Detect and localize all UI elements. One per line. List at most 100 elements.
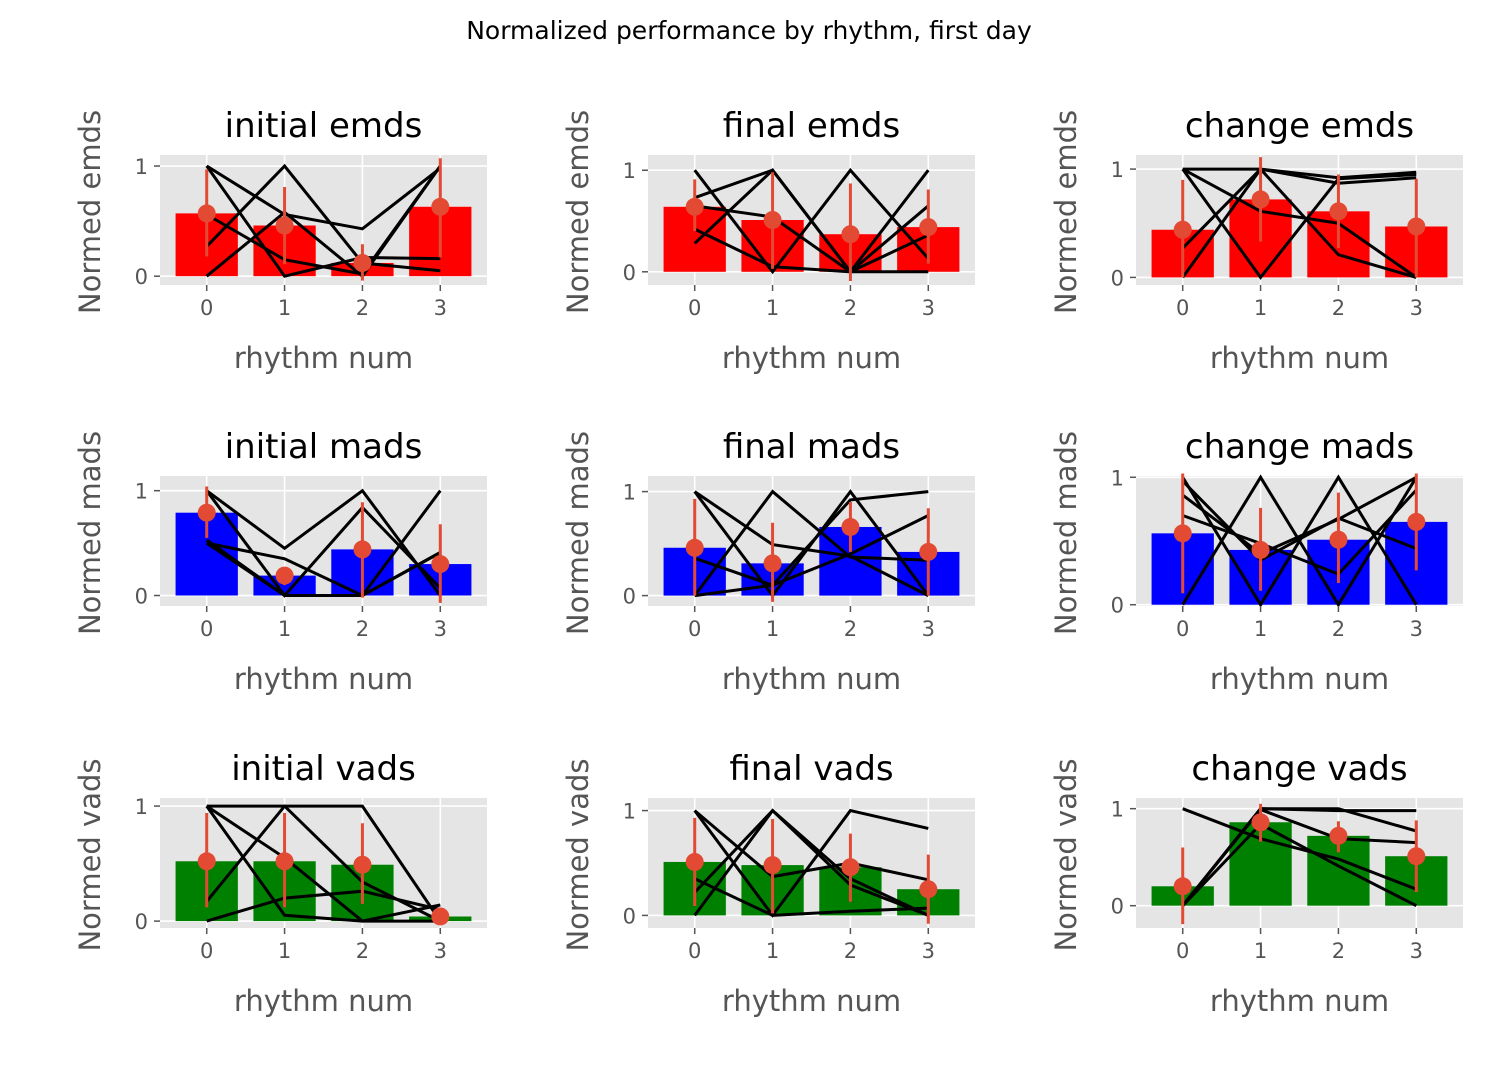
mean-point (841, 225, 860, 244)
mean-point (197, 204, 216, 223)
subject-line (693, 489, 929, 597)
chart-panel: 0 1 2 3 0 1 initial mads rhythm num Normed mads (73, 427, 487, 696)
chart-panel: 0 1 2 3 0 1 final vads rhythm num Normed vads (561, 749, 975, 1018)
subject-line (205, 165, 442, 279)
chart-title: initial mads (225, 427, 423, 467)
y-tick-label: 1 (623, 159, 636, 183)
x-tick-label: 2 (844, 617, 857, 641)
chart-title: change mads (1185, 427, 1414, 467)
x-tick-label: 3 (922, 939, 935, 963)
subject-line (1181, 822, 1417, 908)
mean-point (919, 218, 938, 237)
x-tick-label: 1 (278, 617, 291, 641)
mean-point (1173, 877, 1192, 896)
x-tick-label: 1 (766, 617, 779, 641)
subject-line (1181, 480, 1417, 562)
y-tick-label: 0 (623, 904, 636, 928)
mean-point (275, 216, 294, 235)
x-axis-label: rhythm num (234, 984, 413, 1018)
bar (253, 575, 316, 596)
subject-line (693, 808, 929, 917)
x-tick-label: 0 (688, 617, 701, 641)
y-tick-label: 0 (135, 265, 148, 289)
y-axis-label: Normed emds (73, 110, 107, 314)
mean-point (1173, 220, 1192, 239)
subject-line (1181, 475, 1418, 556)
subject-line (1181, 166, 1417, 279)
chart-panel: 0 1 2 3 0 1 change mads rhythm num Normed mads (1049, 427, 1463, 696)
chart-title: final vads (729, 749, 893, 789)
chart-title: change vads (1191, 749, 1407, 789)
mean-point (431, 197, 450, 216)
x-tick-label: 2 (356, 939, 369, 963)
subject-line (693, 809, 929, 882)
y-axis-label: Normed emds (1049, 110, 1083, 314)
mean-point (1251, 813, 1270, 832)
x-tick-label: 3 (1410, 296, 1423, 320)
x-tick-label: 1 (1254, 939, 1267, 963)
x-tick-label: 3 (1410, 617, 1423, 641)
x-tick-label: 1 (1254, 617, 1267, 641)
x-tick-label: 2 (1332, 617, 1345, 641)
x-tick-label: 0 (1176, 617, 1189, 641)
subject-line (1182, 807, 1417, 891)
x-tick-label: 2 (356, 296, 369, 320)
x-tick-label: 2 (844, 296, 857, 320)
x-tick-label: 3 (922, 296, 935, 320)
chart-title: final emds (723, 106, 900, 146)
subject-line (694, 169, 930, 274)
y-tick-label: 1 (1111, 466, 1124, 490)
y-axis-label: Normed mads (561, 431, 595, 635)
chart-title: initial vads (231, 749, 416, 789)
mean-point (919, 880, 938, 899)
y-tick-label: 0 (1111, 895, 1124, 919)
subject-line (205, 541, 442, 597)
y-tick-label: 0 (623, 585, 636, 609)
mean-point (275, 566, 294, 585)
mean-point (1329, 530, 1348, 549)
chart-panel: 0 1 2 3 0 1 final mads rhythm num Normed mads (561, 427, 975, 696)
y-axis-label: Normed emds (561, 110, 595, 314)
x-tick-label: 0 (200, 939, 213, 963)
mean-point (431, 907, 450, 926)
chart-panel: 0 1 2 3 0 1 change emds rhythm num Normed emds (1049, 106, 1463, 375)
mean-point (1251, 190, 1270, 209)
x-tick-label: 0 (1176, 296, 1189, 320)
x-tick-label: 1 (766, 296, 779, 320)
mean-point (841, 517, 860, 536)
subject-line (693, 167, 929, 274)
y-tick-label: 1 (135, 795, 148, 819)
mean-point (841, 858, 860, 877)
y-tick-label: 0 (1111, 594, 1124, 618)
subject-line (205, 489, 442, 598)
subject-line (1181, 807, 1417, 907)
x-tick-label: 0 (200, 296, 213, 320)
mean-point (353, 855, 372, 874)
subject-line (205, 804, 441, 923)
mean-point (919, 542, 938, 561)
x-axis-label: rhythm num (722, 662, 901, 696)
subject-line (694, 514, 929, 598)
chart-title: initial emds (225, 106, 423, 146)
x-axis-label: rhythm num (722, 984, 901, 1018)
y-tick-label: 1 (135, 480, 148, 504)
y-tick-label: 0 (135, 910, 148, 934)
y-tick-label: 0 (135, 585, 148, 609)
subject-line (694, 490, 929, 587)
y-tick-label: 1 (1111, 798, 1124, 822)
y-axis-label: Normed vads (561, 758, 595, 951)
x-tick-label: 0 (1176, 939, 1189, 963)
chart-panel: 0 1 2 3 0 1 initial emds rhythm num Normed emds (73, 106, 487, 375)
x-tick-label: 3 (922, 617, 935, 641)
x-tick-label: 0 (688, 296, 701, 320)
x-tick-label: 3 (1410, 939, 1423, 963)
x-tick-label: 0 (688, 939, 701, 963)
chart-panel: 0 1 2 3 0 1 initial vads rhythm num Normed vads (73, 749, 487, 1018)
subject-line (205, 804, 442, 922)
y-tick-label: 1 (1111, 158, 1124, 182)
subject-line (205, 805, 441, 923)
y-axis-label: Normed mads (1049, 431, 1083, 635)
mean-point (685, 852, 704, 871)
x-tick-label: 2 (844, 939, 857, 963)
